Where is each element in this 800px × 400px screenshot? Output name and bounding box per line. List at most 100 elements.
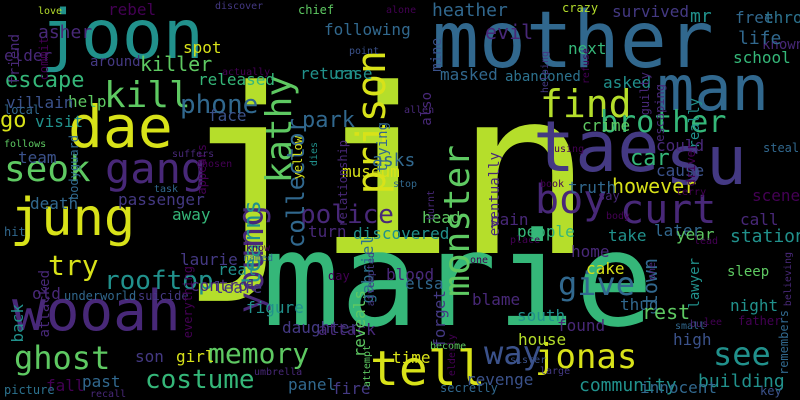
word-40: released xyxy=(198,70,276,89)
word-98: key xyxy=(760,384,782,398)
word-172: follows xyxy=(4,139,47,150)
word-4: tae xyxy=(533,106,660,188)
word-37: killer xyxy=(140,52,213,76)
word-52: school xyxy=(733,48,791,67)
word-139: believing xyxy=(783,252,794,307)
word-131: crazy xyxy=(562,1,599,15)
word-43: asher xyxy=(38,22,93,43)
word-16: curt xyxy=(620,187,717,233)
word-151: driver xyxy=(684,143,698,187)
word-14: find xyxy=(540,82,632,126)
word-2: mother xyxy=(432,0,714,86)
word-53: following xyxy=(324,20,411,39)
word-158: body xyxy=(606,211,631,222)
word-116: scene xyxy=(752,186,800,205)
word-124: control xyxy=(190,276,258,295)
word-188: yellow xyxy=(291,136,305,180)
word-174: attacked xyxy=(37,270,53,338)
word-95: past xyxy=(82,372,121,391)
word-24: jonas xyxy=(535,337,638,377)
word-150: large xyxy=(540,366,571,377)
word-55: abandoned xyxy=(505,69,581,85)
word-80: elsa xyxy=(405,274,444,293)
word-133: discover xyxy=(215,1,264,12)
word-171: local xyxy=(4,103,41,117)
word-129: friend xyxy=(7,34,23,85)
word-161: place xyxy=(510,235,541,246)
word-1: marie xyxy=(262,204,654,356)
word-49: throw xyxy=(764,8,800,27)
word-176: named xyxy=(243,253,274,264)
word-3: joon xyxy=(40,0,204,75)
word-164: helping xyxy=(540,51,551,94)
word-57: crime xyxy=(582,116,631,135)
word-160: lead xyxy=(694,236,719,247)
word-134: father xyxy=(738,314,782,328)
word-186: forget xyxy=(430,290,449,348)
word-159: terry xyxy=(676,187,707,198)
word-19: brother xyxy=(600,105,727,140)
word-18: kill xyxy=(104,75,191,116)
word-130: chief xyxy=(298,3,335,17)
word-86: found xyxy=(557,316,606,335)
word-157: say xyxy=(598,189,620,203)
word-64: villain xyxy=(6,93,74,112)
word-187: blame xyxy=(472,290,521,309)
word-76: daughter xyxy=(282,318,360,337)
word-114: call xyxy=(740,210,779,229)
word-22: ghost xyxy=(14,339,111,377)
word-122: son xyxy=(135,347,164,366)
word-147: secretly xyxy=(440,381,498,395)
word-94: fire xyxy=(332,379,371,398)
word-175: task xyxy=(154,184,179,195)
word-100: people xyxy=(517,222,575,241)
word-68: away xyxy=(172,205,211,224)
word-31: phone xyxy=(180,90,259,120)
word-27: give xyxy=(558,265,636,303)
word-166: escaping xyxy=(653,84,667,142)
word-6: dae xyxy=(68,93,173,161)
word-185: around xyxy=(90,54,141,70)
word-145: become xyxy=(430,341,467,352)
word-138: sister xyxy=(510,355,547,366)
word-62: visit xyxy=(35,112,84,131)
word-143: bus xyxy=(690,319,709,330)
word-163: refuse xyxy=(581,48,592,85)
word-46: survived xyxy=(612,2,690,21)
word-36: escape xyxy=(5,68,85,93)
word-39: car xyxy=(630,146,670,171)
word-44: heather xyxy=(432,0,508,21)
word-54: masked xyxy=(440,65,498,84)
word-155: burnt xyxy=(426,190,437,221)
word-123: girl xyxy=(176,347,215,366)
word-69: laurie xyxy=(180,250,238,269)
word-30: see xyxy=(713,335,771,373)
word-83: south xyxy=(517,306,566,325)
word-119: later xyxy=(654,221,703,240)
word-56: asked xyxy=(603,73,652,92)
word-66: death xyxy=(30,194,79,213)
word-132: love xyxy=(38,6,63,17)
word-178: day xyxy=(328,269,350,283)
word-128: rebel xyxy=(108,0,157,19)
word-38: however xyxy=(612,174,697,198)
word-162: using xyxy=(554,144,585,155)
word-141: small xyxy=(675,321,706,332)
word-111: return xyxy=(300,64,358,83)
word-74: leafe xyxy=(214,278,263,297)
word-67: passenger xyxy=(118,190,205,209)
word-135: steal xyxy=(763,141,800,155)
word-102: turn xyxy=(308,222,347,241)
word-149: recall xyxy=(90,389,127,400)
word-137: remembers xyxy=(777,310,791,376)
word-84: thug xyxy=(620,295,659,314)
word-73: suicide xyxy=(138,289,189,303)
word-21: memory xyxy=(208,337,310,370)
word-92: revenge xyxy=(466,370,534,389)
word-152: bodyguard xyxy=(67,135,81,201)
word-42: elder xyxy=(4,46,53,65)
word-91: community xyxy=(579,375,677,396)
word-17: seok xyxy=(4,149,91,190)
word-20: tell xyxy=(370,341,486,397)
word-96: fall xyxy=(46,376,85,395)
